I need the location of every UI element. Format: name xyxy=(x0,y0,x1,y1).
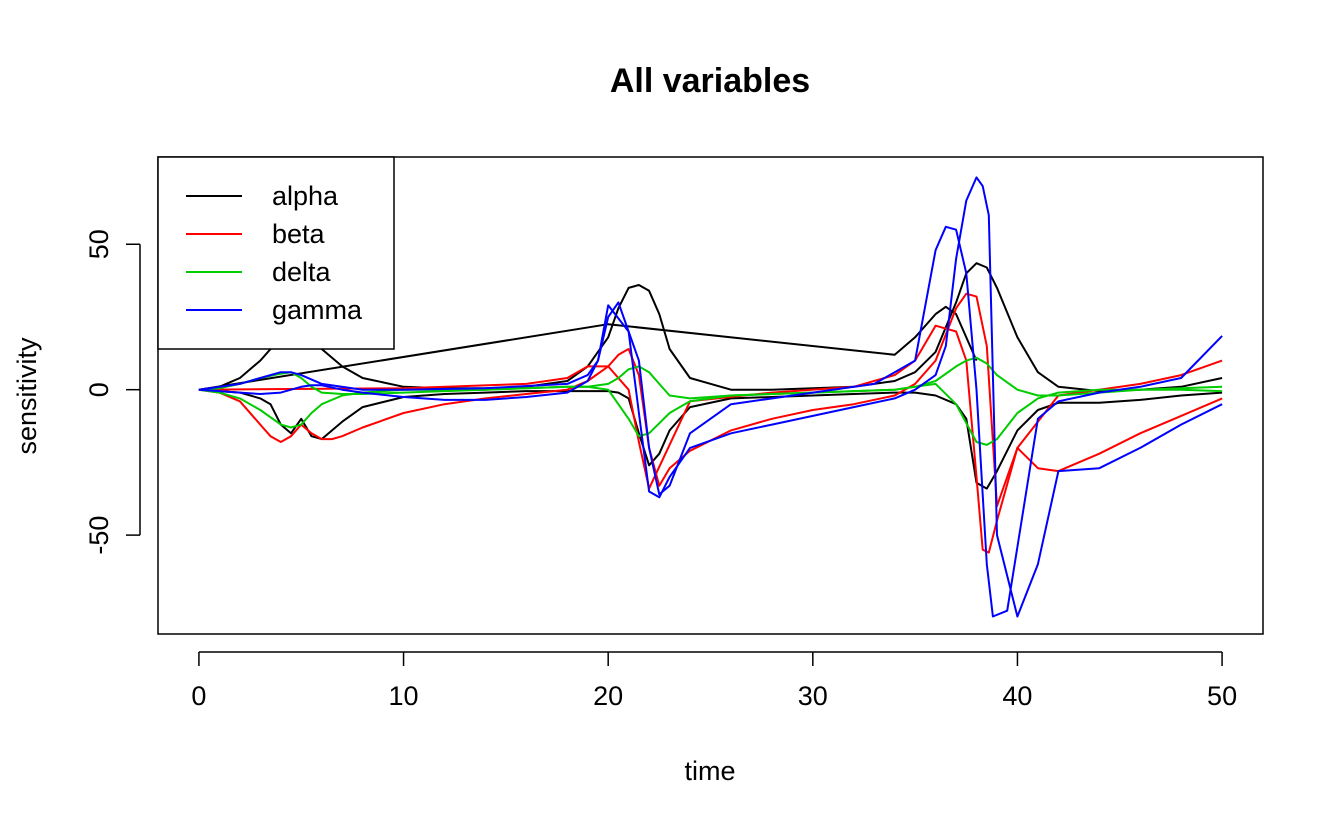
series-line-delta-5 xyxy=(198,356,1223,400)
y-tick-label: 50 xyxy=(84,229,114,259)
legend-label-beta: beta xyxy=(272,219,326,249)
y-tick-label: 0 xyxy=(84,382,114,397)
x-tick-label: 20 xyxy=(593,681,623,711)
x-tick-label: 50 xyxy=(1207,681,1237,711)
plot-frame xyxy=(157,156,1264,635)
y-axis: -50 0 50 xyxy=(84,229,141,555)
x-tick-label: 40 xyxy=(1002,681,1032,711)
series-line-gamma-7 xyxy=(198,176,1223,618)
chart-title: All variables xyxy=(610,62,810,100)
x-tick-label: 10 xyxy=(389,681,419,711)
x-tick-label: 30 xyxy=(798,681,828,711)
x-axis-label: time xyxy=(684,756,735,786)
series-line-beta-4 xyxy=(198,324,1223,554)
legend-label-alpha: alpha xyxy=(272,181,339,211)
y-axis-label: sensitivity xyxy=(12,337,42,455)
series-line-gamma-8 xyxy=(198,225,1223,618)
series-line-alpha-0 xyxy=(198,388,1223,490)
legend: alpha beta delta gamma xyxy=(157,156,395,350)
x-tick-label: 0 xyxy=(191,681,206,711)
legend-label-delta: delta xyxy=(272,257,332,287)
y-tick-label: -50 xyxy=(84,516,114,555)
x-axis: 0 10 20 30 40 50 xyxy=(191,651,1237,711)
legend-label-gamma: gamma xyxy=(272,295,363,325)
series-layer xyxy=(198,176,1223,618)
legend-box xyxy=(157,156,395,350)
series-line-delta-6 xyxy=(198,382,1223,446)
